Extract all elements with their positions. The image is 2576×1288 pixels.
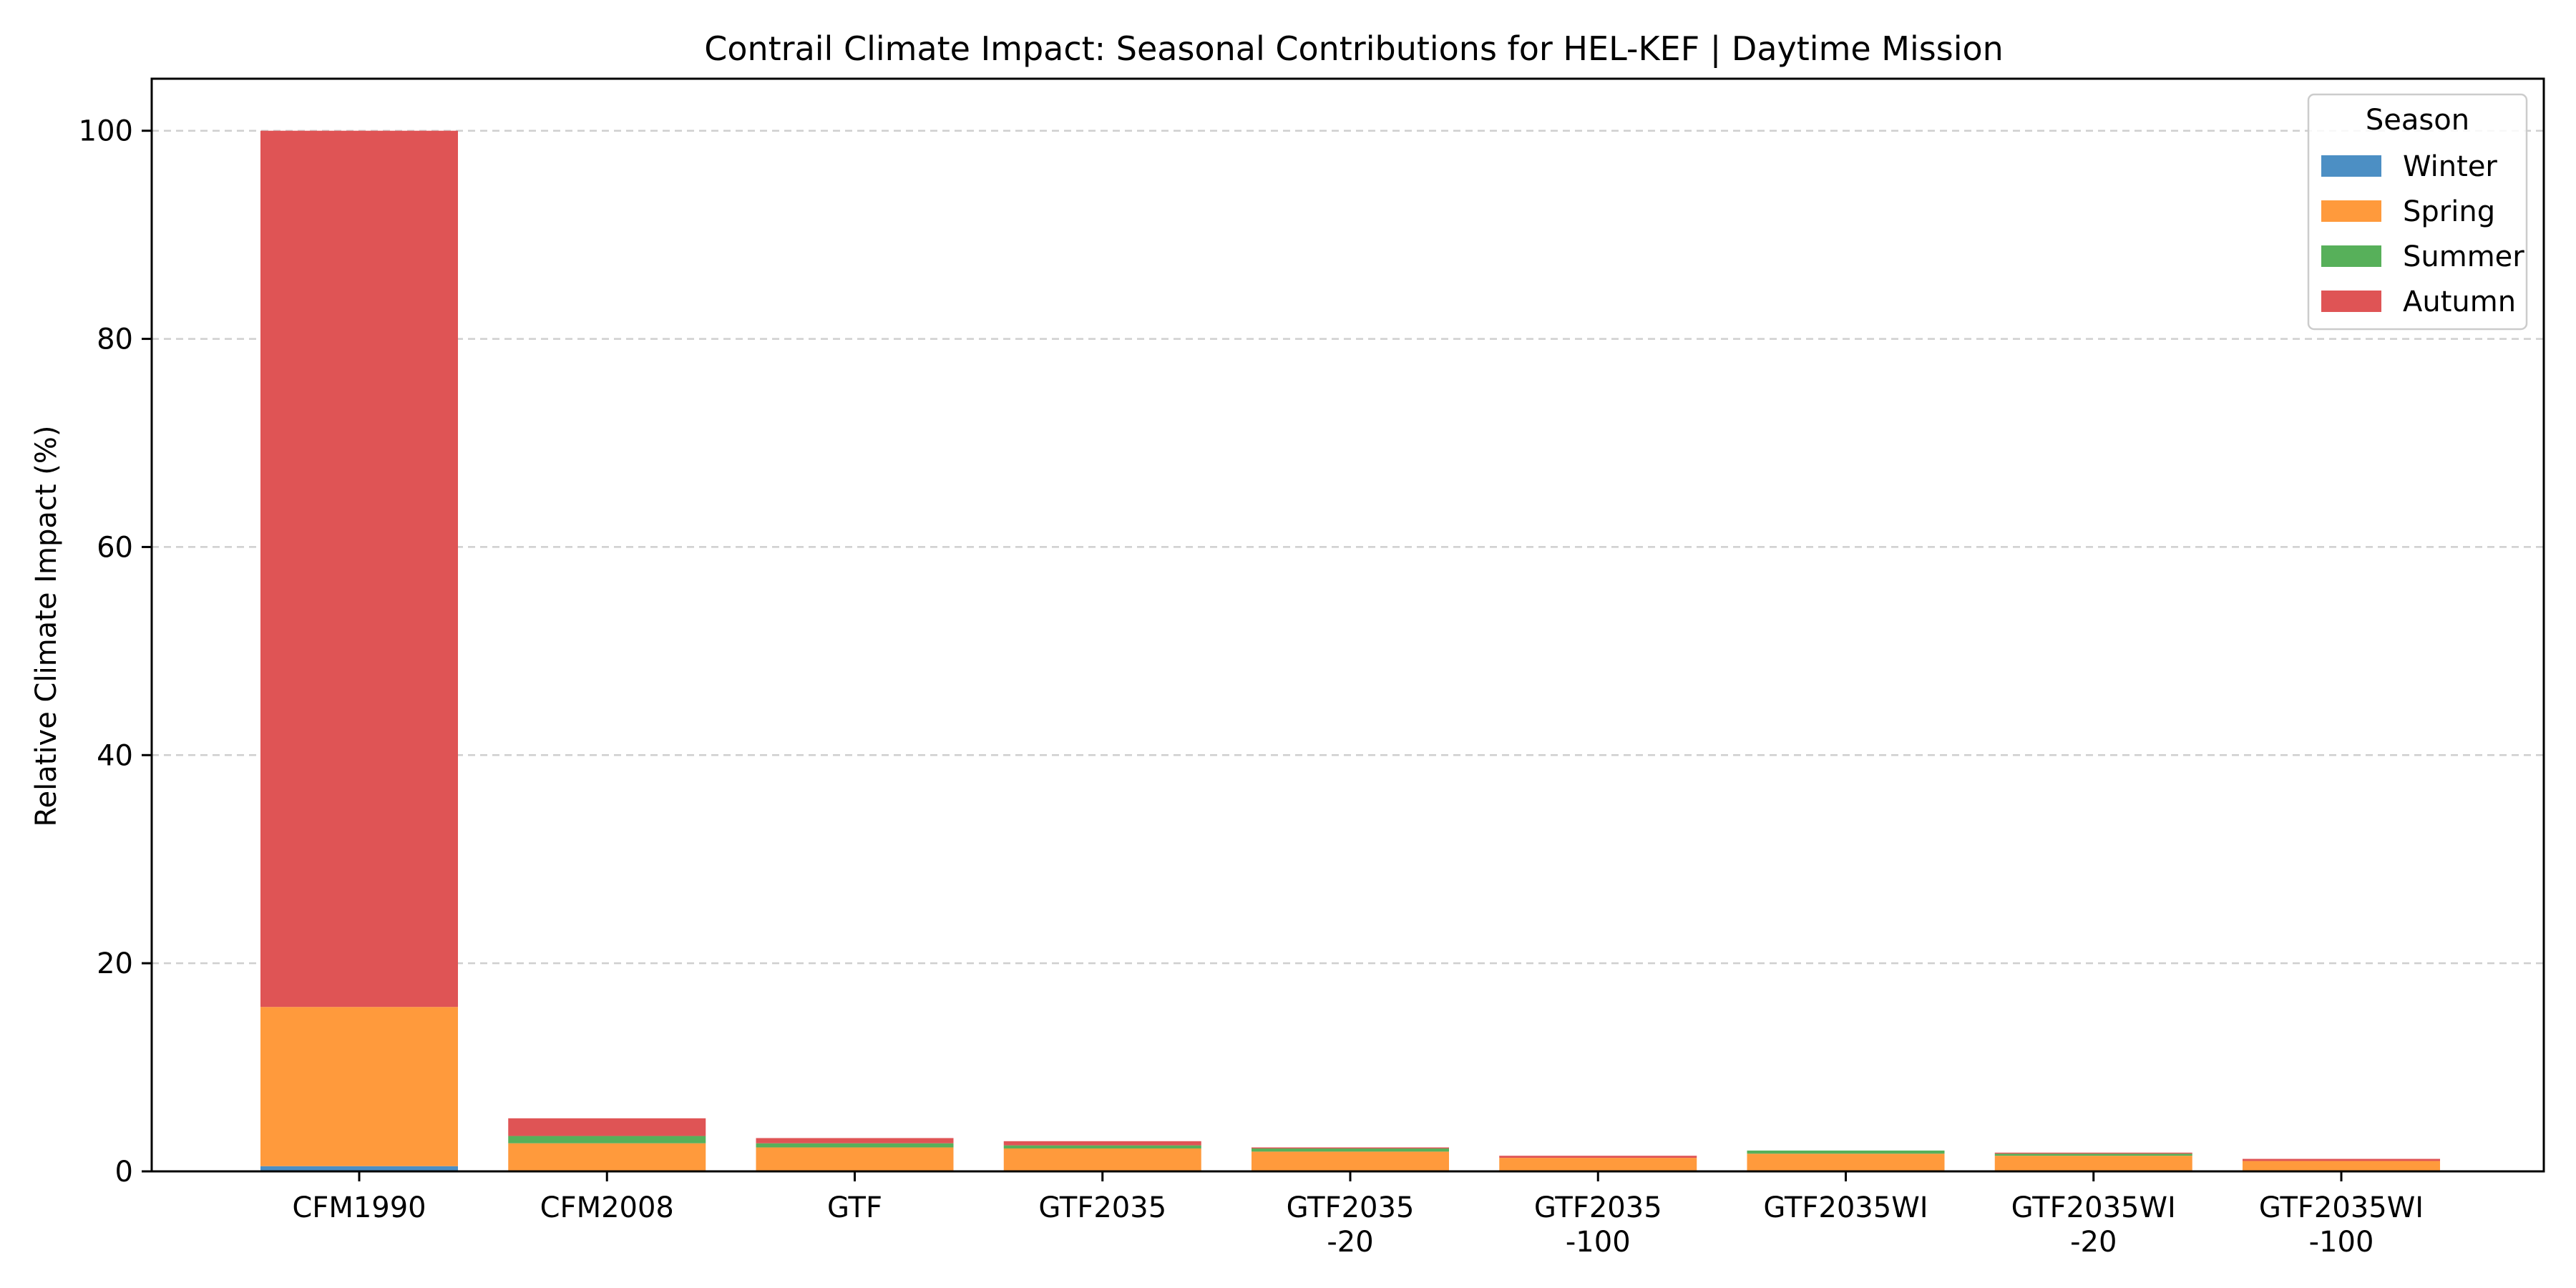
legend: Season Winter Spring Summer Autumn xyxy=(2307,93,2528,331)
bar-segment-spring xyxy=(260,1007,458,1166)
bar-segment-spring xyxy=(1499,1158,1697,1171)
y-tick-label: 0 xyxy=(115,1156,133,1189)
x-tick-label: GTF xyxy=(827,1191,882,1224)
x-tick-label: CFM2008 xyxy=(540,1191,674,1224)
bars xyxy=(260,130,2440,1171)
bar-segment-spring xyxy=(1252,1151,1449,1171)
x-tick-label: CFM1990 xyxy=(292,1191,426,1224)
x-tick-label: GTF2035 -100 xyxy=(1534,1191,1662,1259)
bar-segment-summer xyxy=(756,1143,954,1148)
bar-segment-summer xyxy=(1003,1145,1201,1149)
legend-swatch-winter xyxy=(2321,155,2381,177)
legend-label-winter: Winter xyxy=(2403,150,2497,183)
bar-segment-spring xyxy=(756,1147,954,1171)
plot-frame xyxy=(150,77,2545,1173)
bar-segment-autumn xyxy=(2243,1158,2440,1161)
legend-label-autumn: Autumn xyxy=(2403,286,2516,318)
chart-title: Contrail Climate Impact: Seasonal Contri… xyxy=(704,29,2004,69)
legend-box xyxy=(2307,93,2528,331)
y-tick-label: 80 xyxy=(97,323,133,356)
bar-segment-summer xyxy=(508,1136,706,1143)
legend-swatch-autumn xyxy=(2321,291,2381,312)
x-tick-label: GTF2035WI xyxy=(1763,1191,1928,1224)
bar-segment-autumn xyxy=(1003,1141,1201,1146)
bar-segment-autumn xyxy=(1499,1156,1697,1158)
bar-segment-winter xyxy=(260,1166,458,1171)
bar-segment-spring xyxy=(508,1143,706,1171)
legend-label-summer: Summer xyxy=(2403,240,2524,273)
y-tick-label: 20 xyxy=(97,947,133,980)
bar-segment-autumn xyxy=(756,1138,954,1143)
x-tick-label: GTF2035WI -100 xyxy=(2259,1191,2424,1259)
legend-title: Season xyxy=(2366,104,2469,137)
x-tick-label: GTF2035WI -20 xyxy=(2011,1191,2176,1259)
y-tick-label: 60 xyxy=(97,531,133,564)
grid-lines xyxy=(152,130,2544,965)
bar-segment-autumn xyxy=(508,1118,706,1136)
axes: 0 20 40 60 80 100 CFM1990 CFM2008 GTF GTF2035 GTF2… xyxy=(79,77,2545,1259)
bar-segment-autumn xyxy=(260,130,458,1008)
y-tick-label: 40 xyxy=(97,739,133,772)
bar-segment-summer xyxy=(1747,1150,1945,1154)
y-tick-label: 100 xyxy=(79,115,133,148)
legend-swatch-spring xyxy=(2321,200,2381,222)
x-tick-label: GTF2035 -20 xyxy=(1287,1191,1415,1259)
bar-segment-summer xyxy=(1252,1148,1449,1152)
bar-segment-spring xyxy=(1003,1148,1201,1171)
legend-swatch-summer xyxy=(2321,245,2381,267)
x-tick-label: GTF2035 xyxy=(1038,1191,1166,1224)
y-axis-label: Relative Climate Impact (%) xyxy=(30,426,63,827)
bar-segment-spring xyxy=(1994,1156,2192,1171)
bar-segment-spring xyxy=(1747,1153,1945,1171)
bar-segment-summer xyxy=(1994,1153,2192,1156)
legend-label-spring: Spring xyxy=(2403,195,2495,228)
bar-segment-spring xyxy=(2243,1161,2440,1171)
